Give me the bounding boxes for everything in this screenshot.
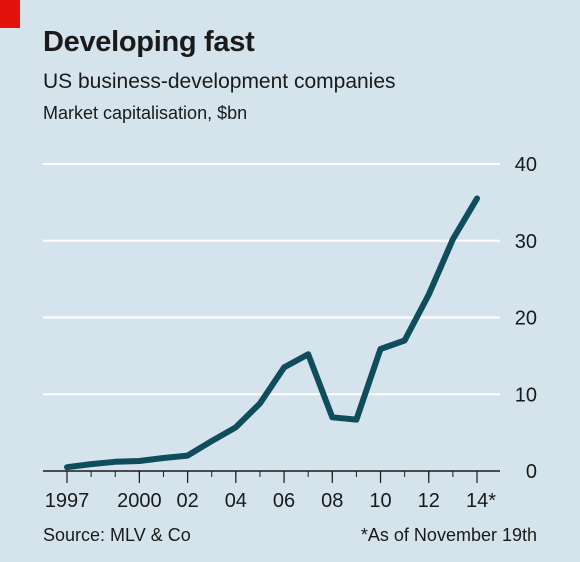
chart-subtitle: US business-development companies xyxy=(43,70,396,93)
y-tick-label: 30 xyxy=(515,231,537,253)
series-line xyxy=(64,195,480,471)
y-tick-label: 40 xyxy=(515,154,537,176)
footnote: *As of November 19th xyxy=(360,525,537,545)
x-tick-label: 10 xyxy=(369,490,391,512)
x-tick-label: 04 xyxy=(225,490,247,512)
y-tick-label: 10 xyxy=(515,384,537,406)
x-tick-label: 1997 xyxy=(45,490,90,512)
y-axis-unit-label: Market capitalisation, $bn xyxy=(43,103,248,123)
y-tick-label: 0 xyxy=(526,461,537,483)
x-tick-label: 06 xyxy=(273,490,295,512)
x-tick-label: 08 xyxy=(321,490,343,512)
x-tick-label: 02 xyxy=(176,490,198,512)
source-note: Source: MLV & Co xyxy=(43,525,191,545)
y-tick-label: 20 xyxy=(515,308,537,330)
x-tick-label: 2000 xyxy=(117,490,162,512)
x-tick-label: 12 xyxy=(418,490,440,512)
chart-title: Developing fast xyxy=(43,26,255,58)
brand-red-tag xyxy=(0,0,20,28)
x-tick-label: 14* xyxy=(466,490,496,512)
